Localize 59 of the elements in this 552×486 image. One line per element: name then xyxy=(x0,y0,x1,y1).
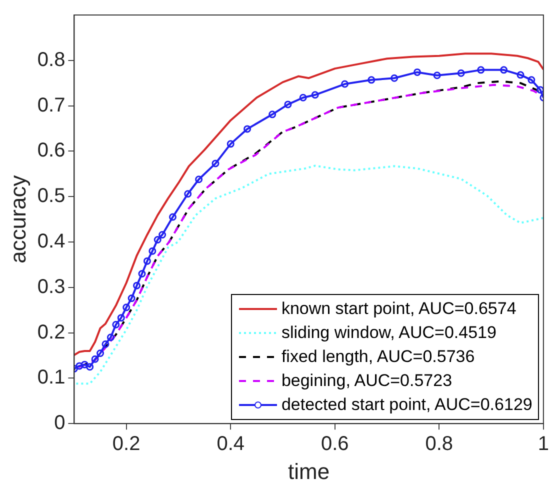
point xyxy=(195,176,203,184)
point xyxy=(184,190,192,198)
y-axis-title: accuracy xyxy=(5,175,30,264)
point xyxy=(96,349,104,357)
x-tick-label: 1 xyxy=(538,433,549,456)
legend-label: known start point, AUC=0.6574 xyxy=(281,298,516,320)
legend-label: fixed length, AUC=0.5736 xyxy=(281,346,475,368)
point xyxy=(244,125,252,133)
point xyxy=(528,76,536,84)
y-tick-label: 0.4 xyxy=(37,230,66,253)
y-tick-label: 0.7 xyxy=(37,94,66,116)
point xyxy=(341,80,349,88)
y-tick-label: 0.8 xyxy=(37,48,66,71)
point xyxy=(143,257,151,265)
point xyxy=(106,334,114,342)
point xyxy=(128,294,136,302)
point xyxy=(368,76,376,84)
point xyxy=(154,236,162,244)
point xyxy=(168,213,176,221)
point xyxy=(102,340,110,348)
point xyxy=(112,320,120,328)
x-tick-label: 0.2 xyxy=(112,433,140,456)
point xyxy=(122,304,130,312)
y-tick-label: 0.1 xyxy=(37,366,66,389)
point xyxy=(311,91,319,99)
point xyxy=(477,66,485,74)
point xyxy=(76,362,84,370)
point xyxy=(390,74,398,82)
x-tick-label: 0.8 xyxy=(425,433,454,456)
point xyxy=(299,94,307,102)
point xyxy=(414,68,422,76)
point xyxy=(226,140,234,148)
point xyxy=(91,355,99,363)
y-tick-label: 0.2 xyxy=(37,321,66,344)
point xyxy=(433,72,441,80)
y-tick-label: 0.3 xyxy=(37,276,66,298)
point xyxy=(138,270,146,278)
y-tick-label: 0.6 xyxy=(37,140,66,162)
point xyxy=(158,230,166,238)
legend-label: sliding window, AUC=0.4519 xyxy=(281,322,496,344)
point xyxy=(536,86,544,94)
point xyxy=(284,100,292,108)
point xyxy=(148,247,156,255)
point xyxy=(516,71,524,79)
point xyxy=(86,363,94,371)
point xyxy=(500,66,508,74)
x-tick-label: 0.6 xyxy=(320,433,349,456)
point xyxy=(212,160,220,168)
point xyxy=(80,360,88,368)
y-tick-label: 0 xyxy=(54,412,66,434)
y-tick-label: 0.5 xyxy=(37,185,66,208)
point xyxy=(133,282,141,290)
x-tick-label: 0.4 xyxy=(216,433,245,456)
point xyxy=(117,314,125,322)
legend-label: begining, AUC=0.5723 xyxy=(281,370,452,392)
x-axis-title: time xyxy=(288,458,330,484)
legend-label: detected start point, AUC=0.6129 xyxy=(281,394,532,416)
point xyxy=(268,110,276,118)
point xyxy=(457,69,465,77)
